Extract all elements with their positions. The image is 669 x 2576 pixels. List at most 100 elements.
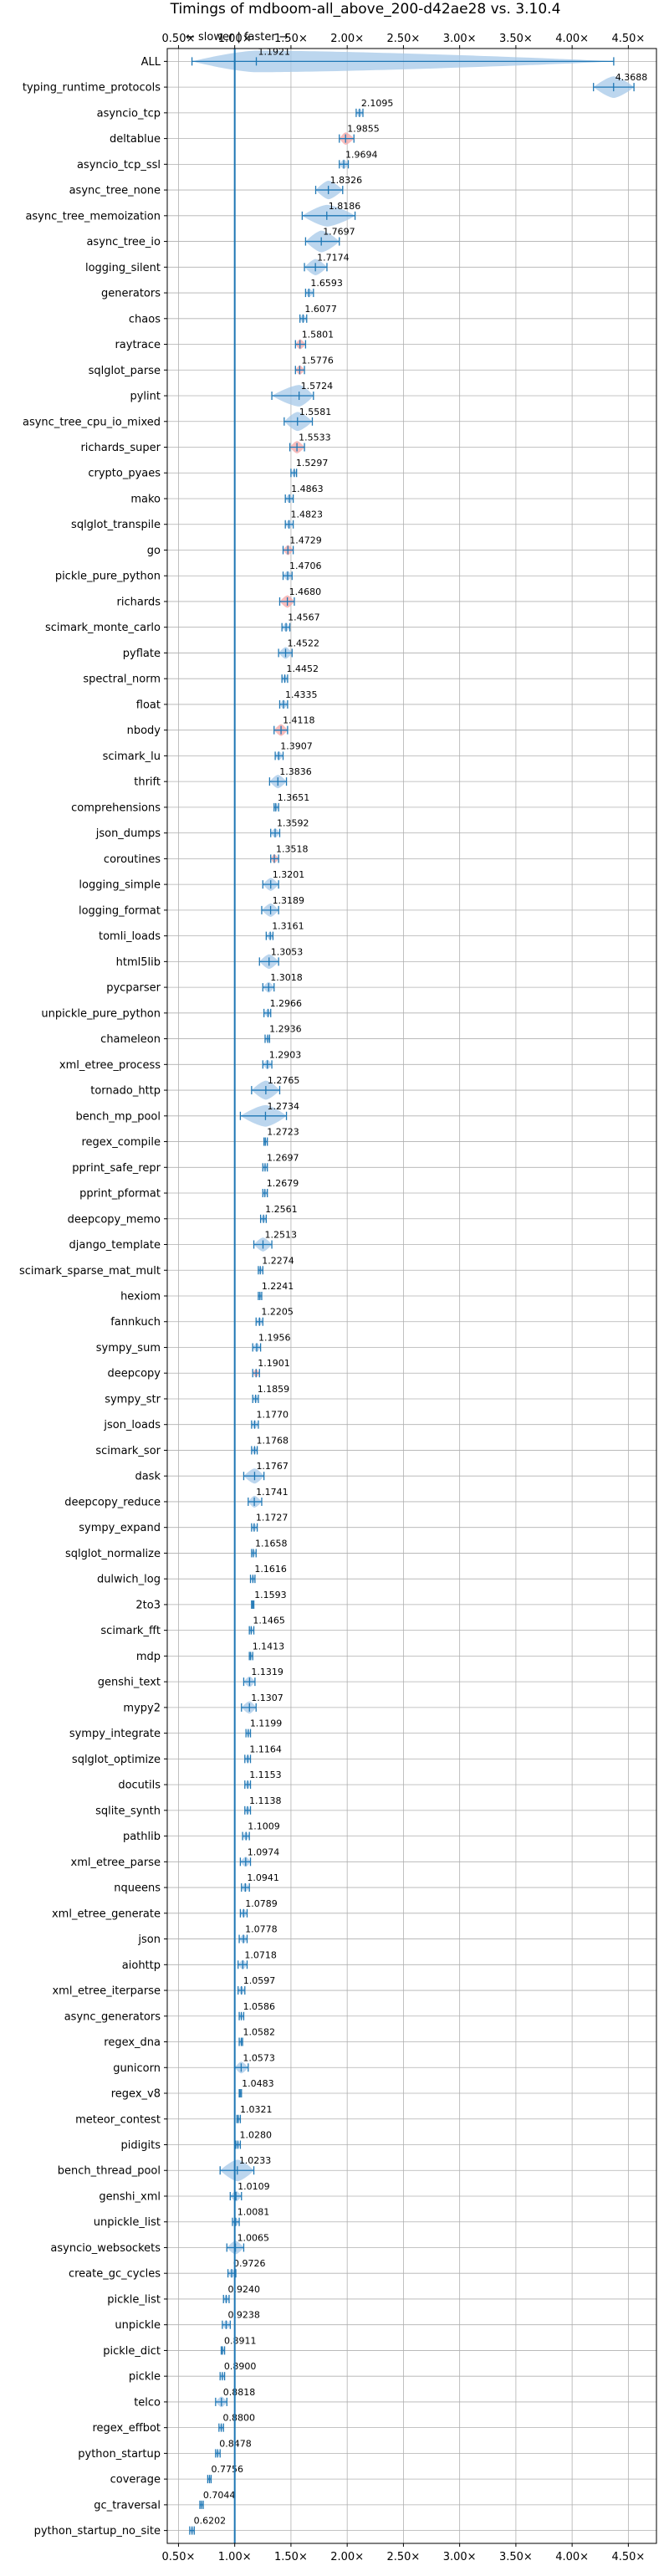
y-tick-label: xml_etree_generate	[52, 1908, 161, 1920]
value-label: 4.3688	[615, 72, 648, 83]
y-tick-label: scimark_monte_carlo	[45, 622, 161, 634]
value-label: 1.1164	[249, 1744, 282, 1754]
value-label: 1.2679	[267, 1178, 299, 1189]
y-tick-label: deepcopy_memo	[68, 1213, 161, 1226]
y-tick-label: dask	[135, 1471, 161, 1483]
y-tick-label: regex_effbot	[92, 2422, 161, 2435]
y-tick-label: coverage	[110, 2474, 161, 2486]
y-tick-label: pathlib	[123, 1831, 161, 1843]
y-tick-label: gc_traversal	[94, 2499, 161, 2512]
value-label: 1.3836	[279, 766, 312, 777]
y-tick-label: pidigits	[121, 2139, 161, 2152]
y-tick-label: python_startup	[78, 2448, 161, 2461]
value-label: 1.7174	[317, 252, 350, 263]
y-tick-label: 2to3	[135, 1599, 161, 1611]
x-tick-label: 3.00×	[443, 2551, 477, 2563]
x-tick-label: 0.50×	[162, 33, 196, 45]
y-tick-label: richards	[117, 596, 161, 608]
value-label: 1.1465	[253, 1616, 285, 1626]
y-tick-label: sqlglot_transpile	[71, 519, 161, 531]
y-tick-label: asyncio_tcp_ssl	[77, 159, 161, 172]
gridlines	[167, 49, 656, 2543]
value-label: 1.1307	[251, 1693, 283, 1703]
value-label: 0.7756	[212, 2464, 244, 2475]
chart-title: Timings of mdboom-all_above_200-d42ae28 …	[170, 1, 561, 18]
y-tick-label: xml_etree_parse	[71, 1856, 161, 1869]
value-label: 1.4335	[285, 689, 318, 700]
x-tick-label: 3.50×	[499, 33, 533, 45]
y-tick-label: pickle	[129, 2371, 161, 2384]
x-axis-bottom: 0.50× 1.00× 1.50× 2.00× 2.50× 3.00× 3.50× 4.00×…	[162, 2543, 645, 2563]
y-tick-label: bench_mp_pool	[75, 1110, 161, 1123]
value-label: 1.0483	[242, 2078, 274, 2089]
x-tick-label: 2.50×	[386, 2551, 420, 2563]
value-label: 1.4823	[291, 510, 324, 520]
value-label: 1.0109	[237, 2181, 270, 2192]
value-label: 1.1138	[249, 1795, 282, 1806]
value-label: 0.7044	[203, 2490, 236, 2501]
plot-frame	[166, 48, 657, 2544]
value-label: 1.0789	[245, 1898, 278, 1909]
y-tick-label: sqlglot_optimize	[72, 1754, 161, 1766]
value-label: 1.2513	[264, 1230, 297, 1241]
value-label: 1.2966	[270, 998, 303, 1009]
value-label: 1.1658	[255, 1538, 288, 1549]
y-tick-label: scimark_fft	[100, 1625, 161, 1637]
y-tick-label: nbody	[127, 725, 161, 737]
value-label: 0.9238	[227, 2310, 260, 2321]
y-tick-label: pprint_safe_repr	[72, 1162, 161, 1175]
y-tick-label: scimark_sor	[95, 1445, 161, 1457]
x-tick-label: 3.00×	[443, 33, 477, 45]
value-label: 1.2241	[262, 1281, 294, 1292]
y-tick-label: async_generators	[64, 2010, 161, 2023]
value-label: 1.0597	[243, 1975, 276, 1986]
y-tick-label: spectral_norm	[83, 673, 161, 686]
x-tick-label: 2.50×	[386, 33, 420, 45]
value-label: 1.0941	[247, 1872, 279, 1883]
y-tick-label: async_tree_io	[86, 236, 161, 248]
value-label: 1.4729	[289, 535, 322, 545]
y-tick-label: deltablue	[110, 133, 161, 146]
value-label: 0.8900	[224, 2361, 257, 2372]
value-label: 1.6077	[304, 304, 337, 315]
x-tick-label: 1.50×	[274, 33, 308, 45]
x-tick-label: 0.50×	[162, 2551, 196, 2563]
y-tick-label: float	[136, 699, 161, 711]
value-label: 1.0974	[248, 1846, 280, 1857]
value-label: 1.0778	[245, 1924, 278, 1935]
value-label: 1.0573	[243, 2052, 275, 2063]
y-tick-label: json_loads	[103, 1419, 161, 1431]
y-tick-label: pycparser	[106, 982, 161, 995]
value-label: 1.4680	[289, 586, 322, 597]
value-label: 1.4863	[291, 484, 324, 494]
value-label: 1.2723	[267, 1127, 299, 1138]
value-label: 1.1153	[249, 1769, 282, 1780]
value-label: 1.3518	[276, 843, 309, 854]
value-label: 1.3592	[277, 818, 309, 829]
y-tick-label: pylint	[130, 391, 161, 403]
value-label: 1.1770	[256, 1410, 289, 1421]
value-label: 1.6593	[310, 278, 343, 289]
y-tick-label: aiohttp	[122, 1959, 161, 1972]
value-label: 1.4567	[288, 612, 320, 623]
y-tick-label: mdp	[136, 1651, 161, 1663]
y-tick-label: deepcopy	[107, 1368, 161, 1380]
x-tick-label: 4.50×	[611, 2551, 645, 2563]
y-tick-label: go	[147, 545, 161, 557]
value-label: 0.8818	[223, 2387, 256, 2398]
errorbar-layer	[189, 57, 635, 2535]
value-label: 1.8326	[330, 175, 363, 186]
y-tick-label: crypto_pyaes	[88, 468, 161, 480]
y-tick-label: json_dumps	[95, 827, 161, 840]
direction-label: ← slower | faster →	[186, 31, 289, 44]
value-label: 1.5581	[299, 407, 332, 417]
x-tick-label: 4.00×	[555, 2551, 589, 2563]
value-label: 1.1593	[254, 1590, 287, 1600]
value-label: 1.2765	[268, 1075, 300, 1086]
value-label: 1.4452	[287, 663, 319, 674]
y-tick-label: tomli_loads	[99, 930, 161, 943]
y-tick-label: gunicorn	[113, 2062, 161, 2075]
y-tick-label: mypy2	[123, 1702, 161, 1714]
y-tick-label: logging_format	[79, 904, 161, 917]
y-tick-label: html5lib	[116, 956, 161, 969]
